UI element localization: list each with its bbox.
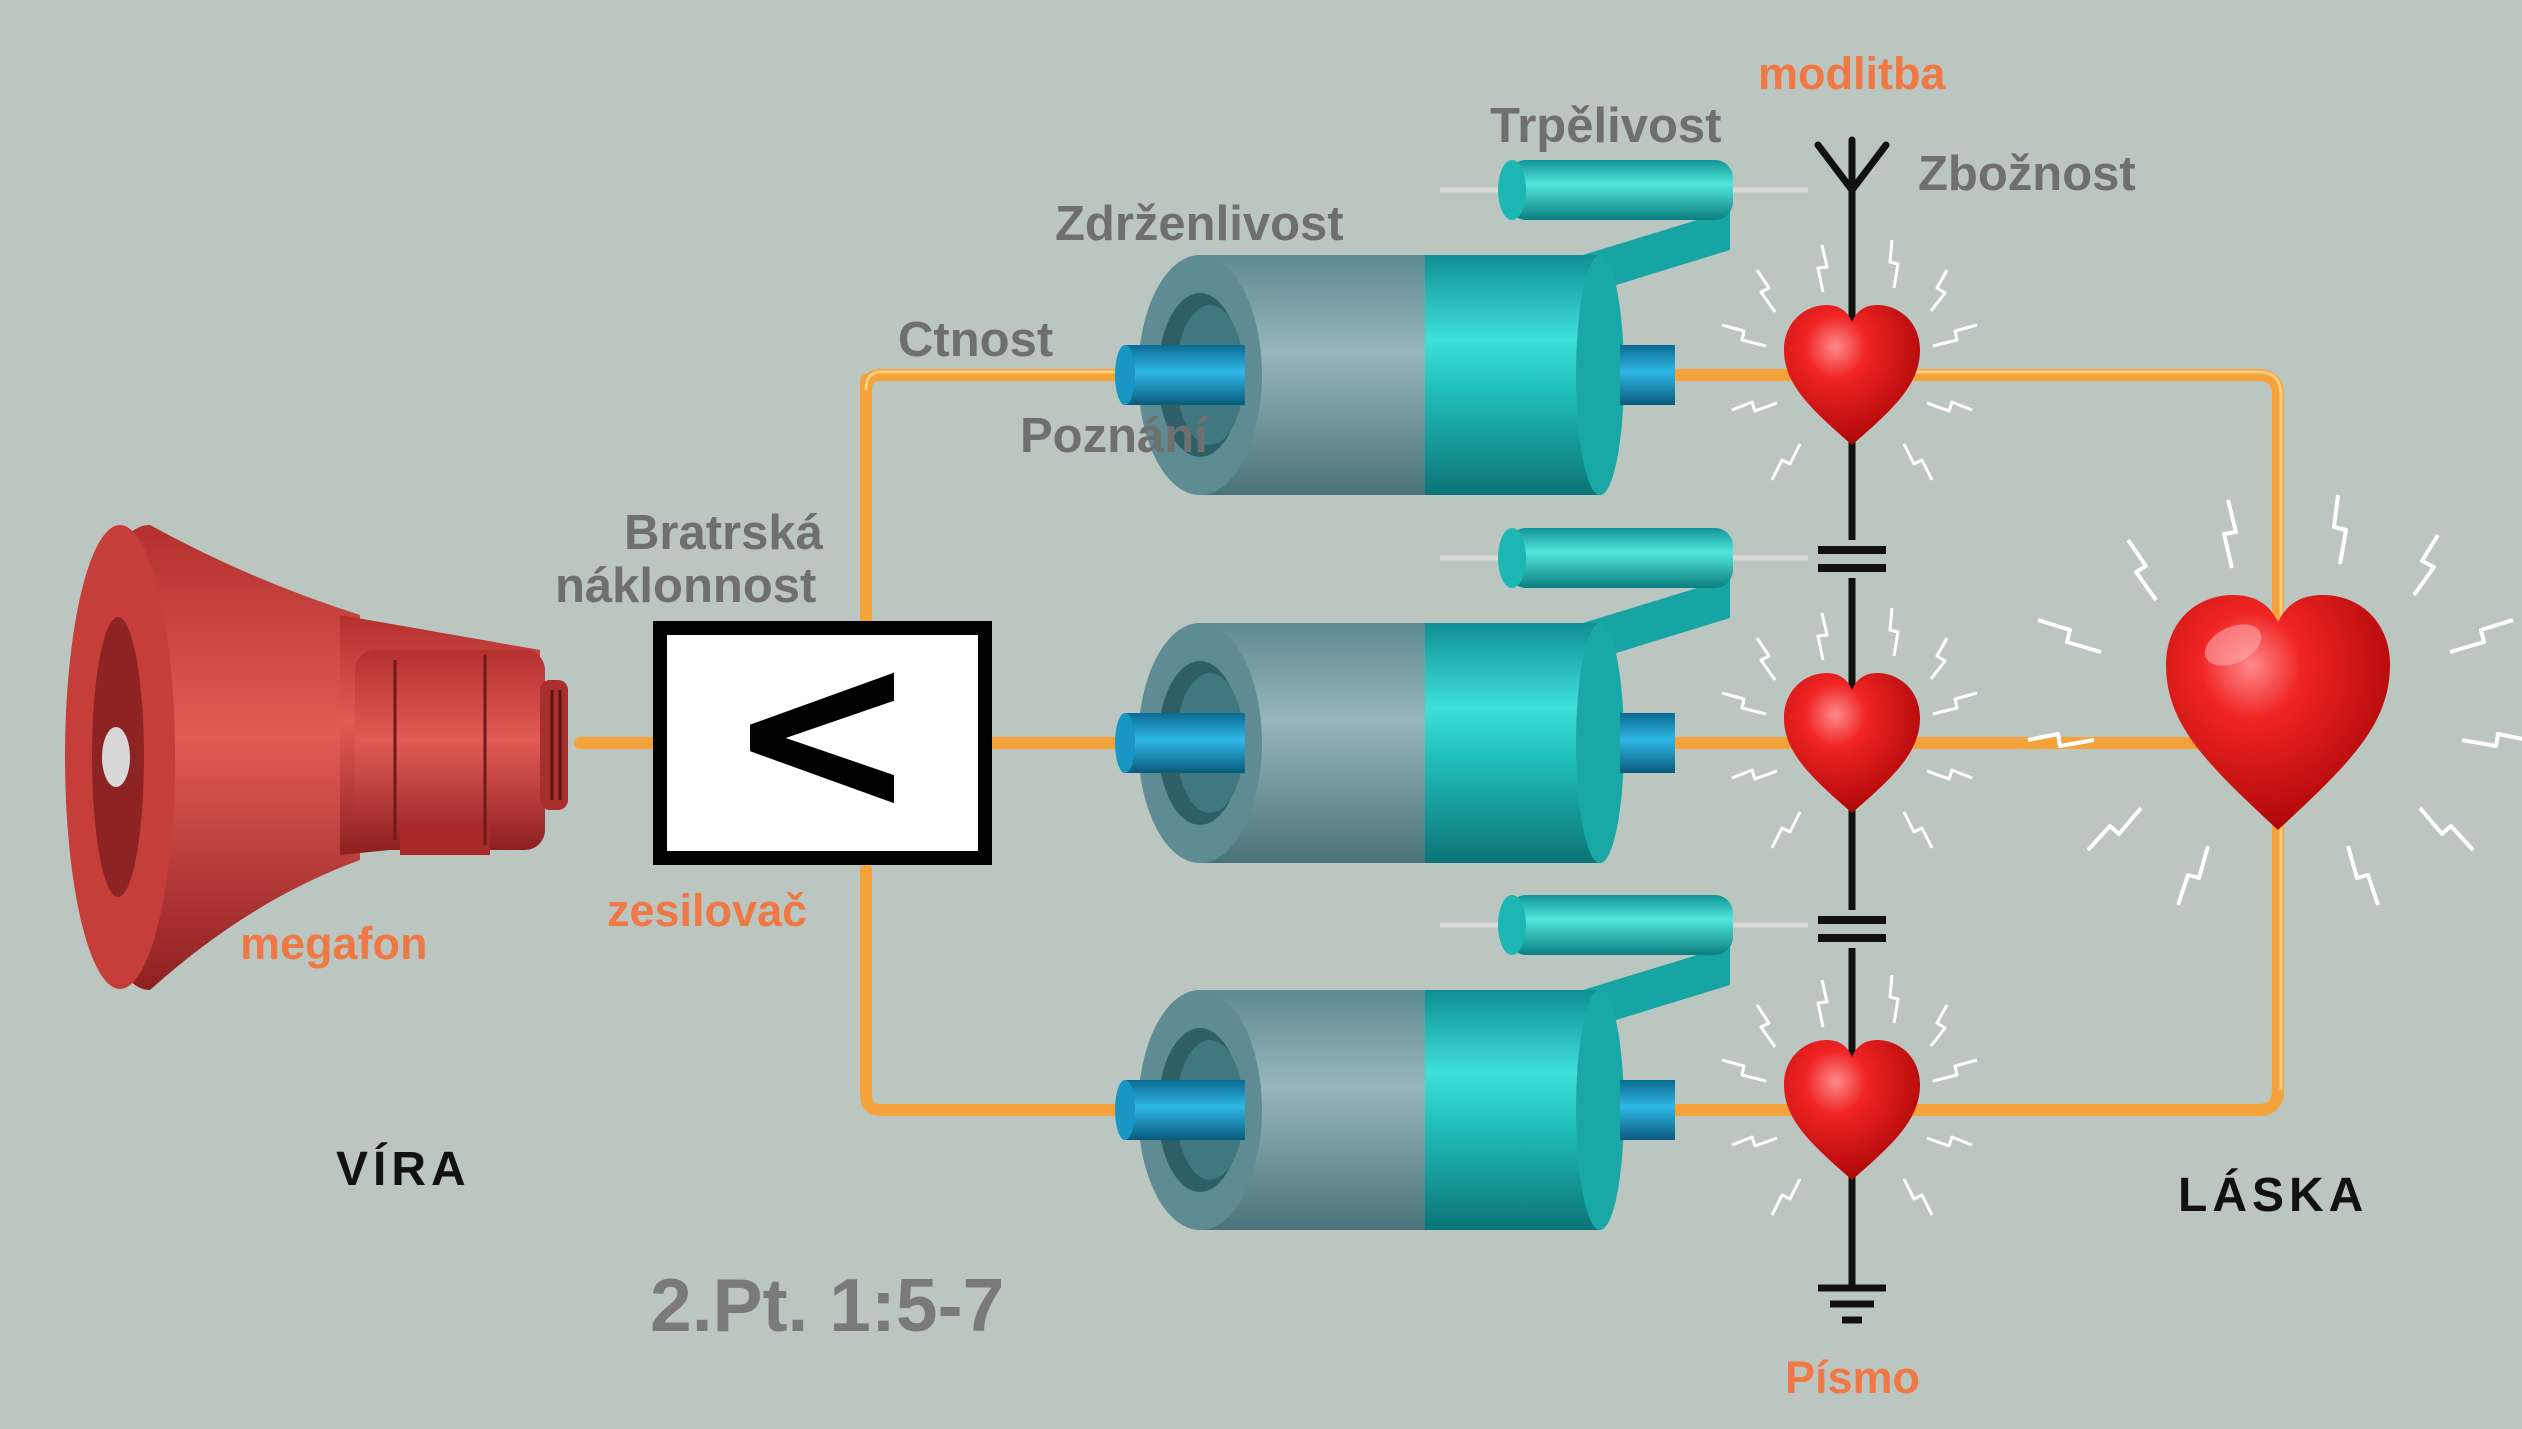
label-laska: LÁSKA — [2178, 1169, 2369, 1222]
coil-middle — [1115, 528, 1808, 863]
label-zboznost: Zbožnost — [1918, 147, 2136, 201]
capacitor-icon — [1818, 546, 1886, 942]
spark-icon — [1721, 974, 1978, 1216]
coil-bottom — [1115, 895, 1808, 1230]
label-vira: VÍRA — [336, 1143, 471, 1196]
label-naklonnost: náklonnost — [555, 559, 817, 613]
label-ctnost: Ctnost — [898, 313, 1054, 367]
coil-top — [1115, 160, 1808, 495]
resistor-icon — [1440, 895, 1808, 955]
label-modlitba: modlitba — [1758, 48, 1946, 99]
big-heart-icon — [2027, 494, 2522, 906]
heart-icon — [1721, 974, 1978, 1216]
coil-icon — [1115, 945, 1730, 1230]
label-pismo: Písmo — [1785, 1352, 1921, 1403]
label-zdrzenlivost: Zdrženlivost — [1055, 197, 1344, 251]
resistor-icon — [1440, 160, 1808, 220]
spark-icon — [2027, 494, 2522, 906]
megaphone-icon — [65, 525, 568, 990]
heart-icon — [1721, 239, 1978, 481]
label-poznani: Poznání — [1020, 409, 1208, 463]
label-reference: 2.Pt. 1:5-7 — [650, 1263, 1005, 1347]
label-megafon: megafon — [240, 918, 428, 969]
spark-icon — [1721, 607, 1978, 849]
coil-icon — [1115, 578, 1730, 863]
label-trpelivost: Trpělivost — [1490, 99, 1722, 153]
amplifier-symbol: < — [726, 598, 919, 865]
coil-icon — [1115, 210, 1730, 495]
heart-icon — [1721, 607, 1978, 849]
wire-to-top-coil — [860, 369, 1136, 396]
label-bratrska: Bratrská — [624, 506, 823, 560]
amplifier-icon: < — [653, 598, 992, 865]
antenna-icon — [1814, 136, 1890, 196]
wire-branch-bottom — [860, 864, 1136, 1116]
resistor-icon — [1440, 528, 1808, 588]
ground-icon — [1818, 1284, 1886, 1324]
spark-icon — [1721, 239, 1978, 481]
label-zesilovac: zesilovač — [607, 885, 808, 936]
